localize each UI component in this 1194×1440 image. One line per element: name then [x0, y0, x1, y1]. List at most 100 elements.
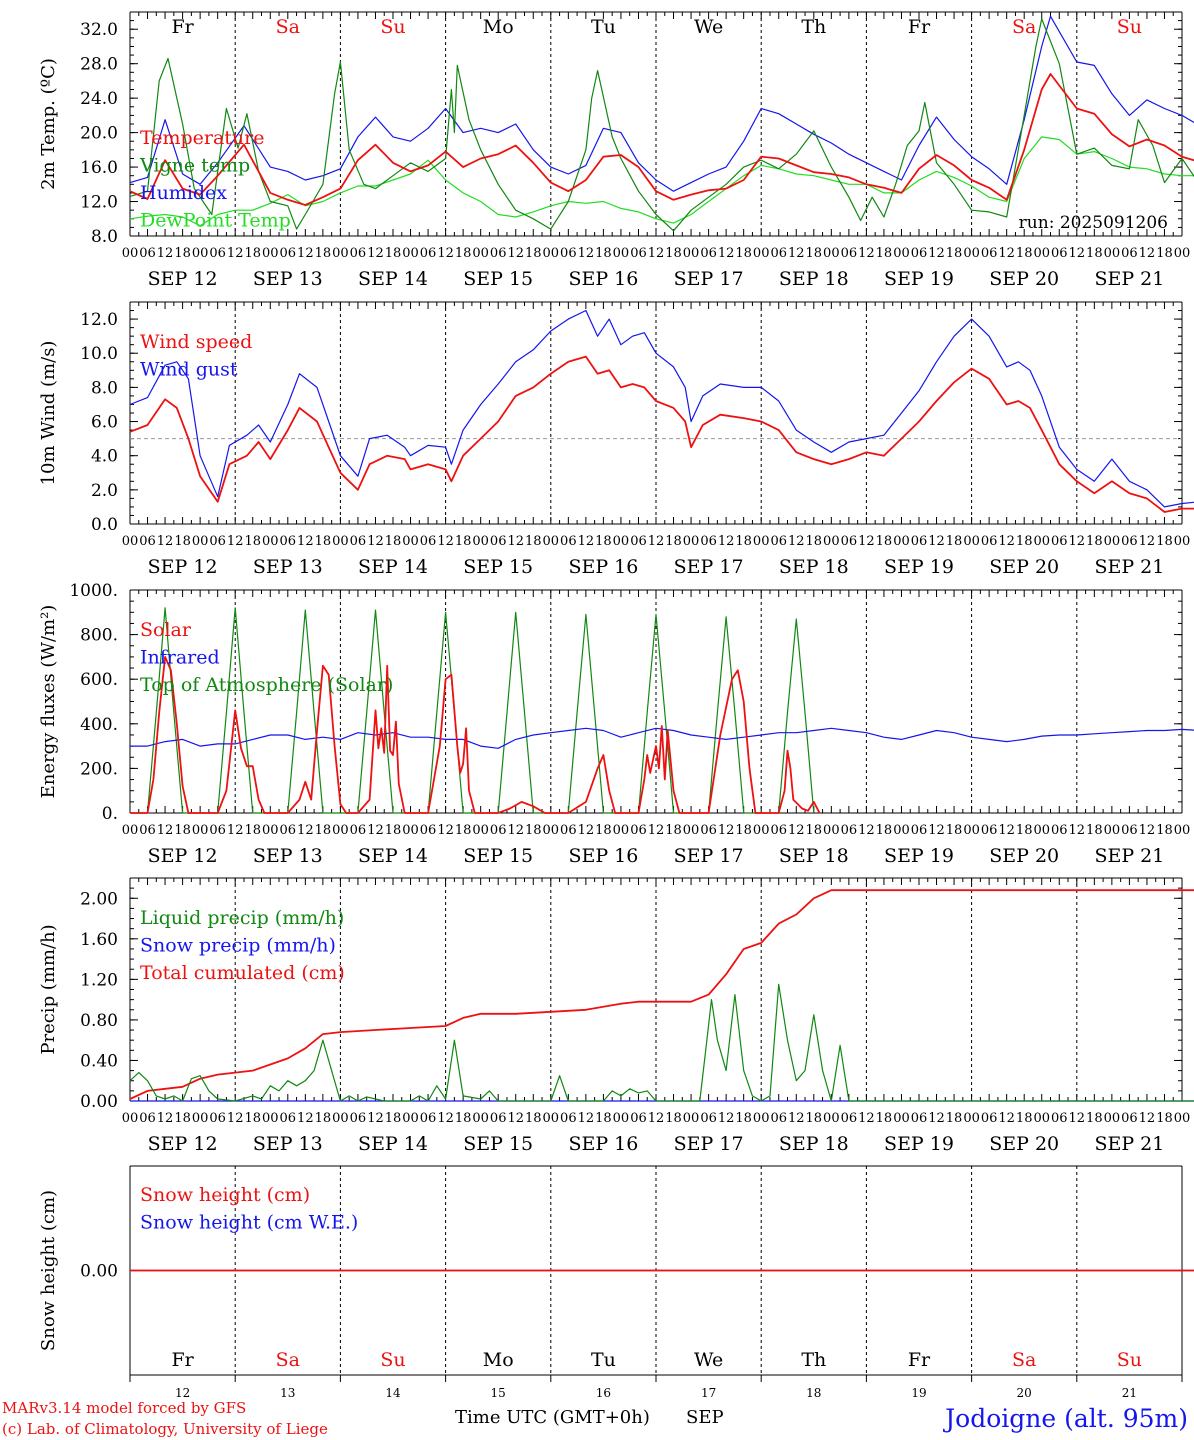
- y-tick-label: 12.0: [80, 310, 118, 330]
- x-tick-label: 12: [157, 1111, 174, 1126]
- chart-panel-1: 00 06 12 18 00 06 12 18 00 06 12 18 00 06 12 18 00 06 12 18…: [38, 11, 1194, 290]
- day-name: Su: [1117, 1349, 1142, 1371]
- x-tick-label: 12: [788, 534, 805, 549]
- x-tick-label: 18: [735, 823, 752, 838]
- x-tick-label: 18: [946, 1111, 963, 1126]
- x-tick-label: 18: [1086, 823, 1103, 838]
- x-tick-label: 00: [823, 1111, 840, 1126]
- x-tick-label: 00: [963, 823, 980, 838]
- x-tick-label: 06: [770, 1111, 787, 1126]
- x-tick-label: 00: [613, 1111, 630, 1126]
- x-tick-label: 18: [1016, 534, 1033, 549]
- x-tick-label: 18: [806, 1111, 823, 1126]
- x-tick-label: 12: [1069, 1111, 1086, 1126]
- x-tick-label: 00: [683, 823, 700, 838]
- day-number: 19: [911, 1386, 926, 1400]
- date-label: SEP 20: [989, 845, 1059, 867]
- x-tick-label: 06: [1051, 534, 1068, 549]
- date-label: SEP 12: [148, 845, 218, 867]
- x-tick-label: 12: [437, 823, 454, 838]
- y-tick-label: 20.0: [80, 124, 118, 144]
- x-tick-label: 18: [946, 534, 963, 549]
- day-name: Tu: [591, 16, 616, 38]
- x-axis-label: Time UTC (GMT+0h): [455, 1407, 650, 1428]
- x-tick-label: 06: [841, 534, 858, 549]
- x-tick-label: 00: [122, 823, 139, 838]
- series-line-temperature: [129, 73, 1194, 206]
- legend-entry: Snow height (cm): [140, 1184, 310, 1206]
- x-tick-label: 06: [420, 246, 437, 261]
- x-tick-label: 00: [1174, 246, 1191, 261]
- day-number: 16: [596, 1386, 611, 1400]
- day-name: Su: [380, 16, 405, 38]
- x-tick-label: 06: [420, 534, 437, 549]
- x-tick-label: 00: [683, 534, 700, 549]
- legend-entry: Solar: [140, 619, 192, 641]
- date-label: SEP 18: [779, 556, 849, 578]
- legend-entry: Snow precip (mm/h): [140, 935, 336, 957]
- x-tick-label: 12: [507, 246, 524, 261]
- day-name: Fr: [908, 16, 931, 38]
- x-tick-label: 18: [665, 1111, 682, 1126]
- date-label: SEP 19: [884, 556, 954, 578]
- x-tick-label: 18: [315, 246, 332, 261]
- x-tick-label: 18: [806, 823, 823, 838]
- x-tick-label: 12: [507, 823, 524, 838]
- x-tick-label: 06: [280, 246, 297, 261]
- date-label: SEP 15: [463, 845, 533, 867]
- x-tick-label: 12: [858, 1111, 875, 1126]
- date-label: SEP 12: [148, 268, 218, 290]
- x-tick-label: 12: [1139, 823, 1156, 838]
- date-label: SEP 17: [674, 268, 744, 290]
- day-name: Su: [1117, 16, 1142, 38]
- x-tick-label: 00: [122, 246, 139, 261]
- x-tick-label: 00: [472, 823, 489, 838]
- x-tick-label: 18: [1156, 246, 1173, 261]
- x-tick-label: 00: [262, 246, 279, 261]
- x-tick-label: 06: [630, 1111, 647, 1126]
- x-tick-label: 12: [648, 823, 665, 838]
- x-tick-label: 06: [700, 823, 717, 838]
- x-tick-label: 06: [209, 1111, 226, 1126]
- x-tick-label: 00: [332, 823, 349, 838]
- y-tick-label: 0.: [102, 804, 118, 824]
- chart-panel-2: 00 06 12 18 00 06 12 18 00 06 12 18 00 06 12 18 00 06 12 18…: [38, 301, 1194, 578]
- y-axis-label: Energy fluxes (W/m²): [38, 605, 59, 799]
- series-line-wind-speed: [129, 355, 1194, 513]
- x-tick-label: 06: [209, 534, 226, 549]
- y-axis-label: Snow height (cm): [38, 1190, 59, 1351]
- x-tick-label: 00: [893, 823, 910, 838]
- x-tick-label: 00: [543, 1111, 560, 1126]
- date-label: SEP 17: [674, 556, 744, 578]
- x-tick-label: 18: [385, 823, 402, 838]
- x-tick-label: 00: [262, 534, 279, 549]
- footer-model: MARv3.14 model forced by GFS: [2, 1399, 246, 1417]
- x-tick-label: 18: [876, 246, 893, 261]
- x-tick-label: 18: [735, 534, 752, 549]
- x-tick-label: 12: [227, 823, 244, 838]
- x-tick-label: 12: [297, 534, 314, 549]
- day-number: 17: [701, 1386, 716, 1400]
- x-tick-label: 00: [1104, 1111, 1121, 1126]
- y-tick-label: 0.00: [80, 1262, 118, 1282]
- x-tick-label: 12: [367, 246, 384, 261]
- x-tick-label: 18: [385, 246, 402, 261]
- x-tick-label: 00: [122, 534, 139, 549]
- x-tick-label: 06: [420, 823, 437, 838]
- legend-entry: Total cumulated (cm): [140, 962, 345, 984]
- series-line-wind-gust: [129, 309, 1194, 508]
- x-tick-label: 12: [437, 246, 454, 261]
- x-tick-label: 06: [490, 534, 507, 549]
- x-tick-label: 18: [315, 823, 332, 838]
- x-tick-label: 18: [315, 534, 332, 549]
- x-tick-label: 12: [227, 1111, 244, 1126]
- x-tick-label: 18: [244, 534, 261, 549]
- chart-panel-5: Fr Sa Su Mo Tu We Th Fr Sa Su 12 13 14 15 16 17 18 19 20 21…: [38, 1165, 1194, 1400]
- x-tick-label: 18: [1016, 246, 1033, 261]
- x-tick-label: 06: [139, 246, 156, 261]
- x-tick-label: 18: [244, 1111, 261, 1126]
- day-name: We: [694, 1349, 723, 1371]
- x-tick-label: 18: [806, 246, 823, 261]
- x-tick-label: 00: [472, 1111, 489, 1126]
